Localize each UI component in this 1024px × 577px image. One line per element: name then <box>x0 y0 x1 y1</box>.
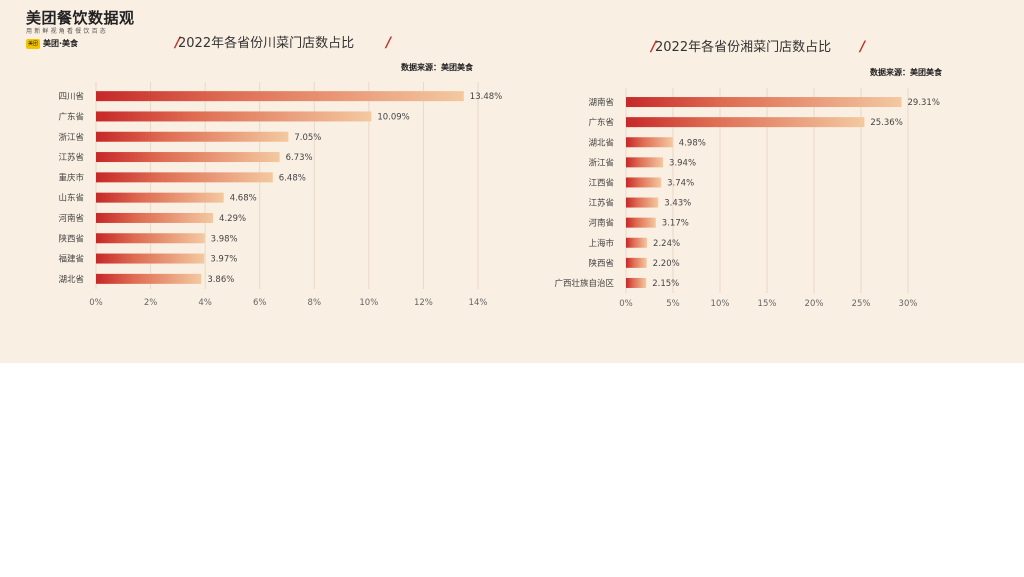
value-label: 2.24% <box>653 239 680 249</box>
value-label: 3.97% <box>210 255 237 265</box>
x-tick-label: 8% <box>308 298 322 308</box>
x-tick-label: 5% <box>666 299 680 309</box>
chart-title: 2022年各省份川菜门店数占比 <box>178 35 354 51</box>
category-label: 广东省 <box>58 111 84 122</box>
x-tick-label: 20% <box>805 299 824 309</box>
bar <box>626 137 673 148</box>
x-tick-label: 4% <box>198 298 212 308</box>
data-source: 数据来源：美团美食 <box>870 67 943 77</box>
x-tick-label: 12% <box>414 298 433 308</box>
bar <box>96 253 205 264</box>
value-label: 3.94% <box>669 158 696 168</box>
category-label: 浙江省 <box>58 132 84 143</box>
bar <box>96 192 224 203</box>
brand-name: 美团·美食 <box>43 39 79 48</box>
bar <box>626 277 647 288</box>
bar <box>626 257 647 268</box>
bar <box>96 91 464 102</box>
value-label: 3.17% <box>662 219 689 229</box>
category-label: 江苏省 <box>588 198 614 209</box>
value-label: 29.31% <box>908 98 940 108</box>
value-label: 3.74% <box>667 178 694 188</box>
value-label: 2.20% <box>653 259 680 269</box>
category-label: 河南省 <box>58 213 84 224</box>
brand-logo: 美团餐饮数据观 用新鲜视角看餐饮百态 美团 美团·美食 <box>26 10 135 49</box>
logo-title: 美团餐饮数据观 <box>26 9 135 27</box>
chart-title: 2022年各省份湘菜门店数占比 <box>655 39 831 55</box>
bar <box>96 212 214 223</box>
value-label: 6.73% <box>286 153 313 163</box>
category-label: 江西省 <box>588 177 614 188</box>
value-label: 3.43% <box>664 199 691 209</box>
x-tick-label: 0% <box>619 299 633 309</box>
bar <box>96 233 205 244</box>
value-label: 4.29% <box>219 214 246 224</box>
value-label: 6.48% <box>279 173 306 183</box>
category-label: 湖北省 <box>588 137 614 148</box>
category-label: 陕西省 <box>58 233 84 244</box>
title-slash-left: / <box>173 35 182 51</box>
value-label: 10.09% <box>377 112 409 122</box>
value-label: 4.98% <box>679 138 706 148</box>
value-label: 25.36% <box>870 118 902 128</box>
category-label: 浙江省 <box>588 157 614 168</box>
x-tick-label: 25% <box>852 299 871 309</box>
value-label: 3.98% <box>211 234 238 244</box>
title-slash-left: / <box>649 39 658 55</box>
bar <box>626 157 664 168</box>
category-label: 四川省 <box>58 91 84 102</box>
logo-subtitle: 用新鲜视角看餐饮百态 <box>26 28 109 35</box>
category-label: 广东省 <box>588 117 614 128</box>
value-label: 13.48% <box>470 92 502 102</box>
x-tick-label: 10% <box>359 298 378 308</box>
bar <box>96 273 202 284</box>
bar <box>626 217 656 228</box>
category-label: 陕西省 <box>588 258 614 269</box>
category-label: 福建省 <box>58 254 84 265</box>
bar <box>626 97 902 108</box>
bar <box>96 111 372 122</box>
value-label: 2.15% <box>652 279 679 289</box>
value-label: 4.68% <box>230 194 257 204</box>
bar <box>626 117 865 128</box>
data-source: 数据来源：美团美食 <box>401 62 474 72</box>
bar <box>96 172 273 183</box>
category-label: 广西壮族自治区 <box>554 278 614 289</box>
bar <box>626 237 648 248</box>
x-tick-label: 0% <box>89 298 103 308</box>
x-tick-label: 30% <box>899 299 918 309</box>
bar <box>626 177 662 188</box>
category-label: 湖南省 <box>588 97 614 108</box>
x-tick-label: 15% <box>758 299 777 309</box>
bar <box>96 152 280 163</box>
title-slash-right: / <box>858 39 867 55</box>
x-tick-label: 2% <box>144 298 158 308</box>
meituan-brand: 美团 美团·美食 <box>26 39 135 49</box>
x-tick-label: 10% <box>711 299 730 309</box>
value-label: 3.86% <box>207 275 234 285</box>
category-label: 山东省 <box>58 193 84 204</box>
title-slash-right: / <box>384 35 393 51</box>
value-label: 7.05% <box>294 133 321 143</box>
category-label: 湖北省 <box>58 274 84 285</box>
x-tick-label: 14% <box>469 298 488 308</box>
bar <box>96 131 289 142</box>
category-label: 重庆市 <box>58 172 84 183</box>
category-label: 河南省 <box>588 218 614 229</box>
category-label: 上海市 <box>588 238 614 249</box>
x-tick-label: 6% <box>253 298 267 308</box>
category-label: 江苏省 <box>58 152 84 163</box>
meituan-badge-icon: 美团 <box>26 39 41 49</box>
bar <box>626 197 659 208</box>
